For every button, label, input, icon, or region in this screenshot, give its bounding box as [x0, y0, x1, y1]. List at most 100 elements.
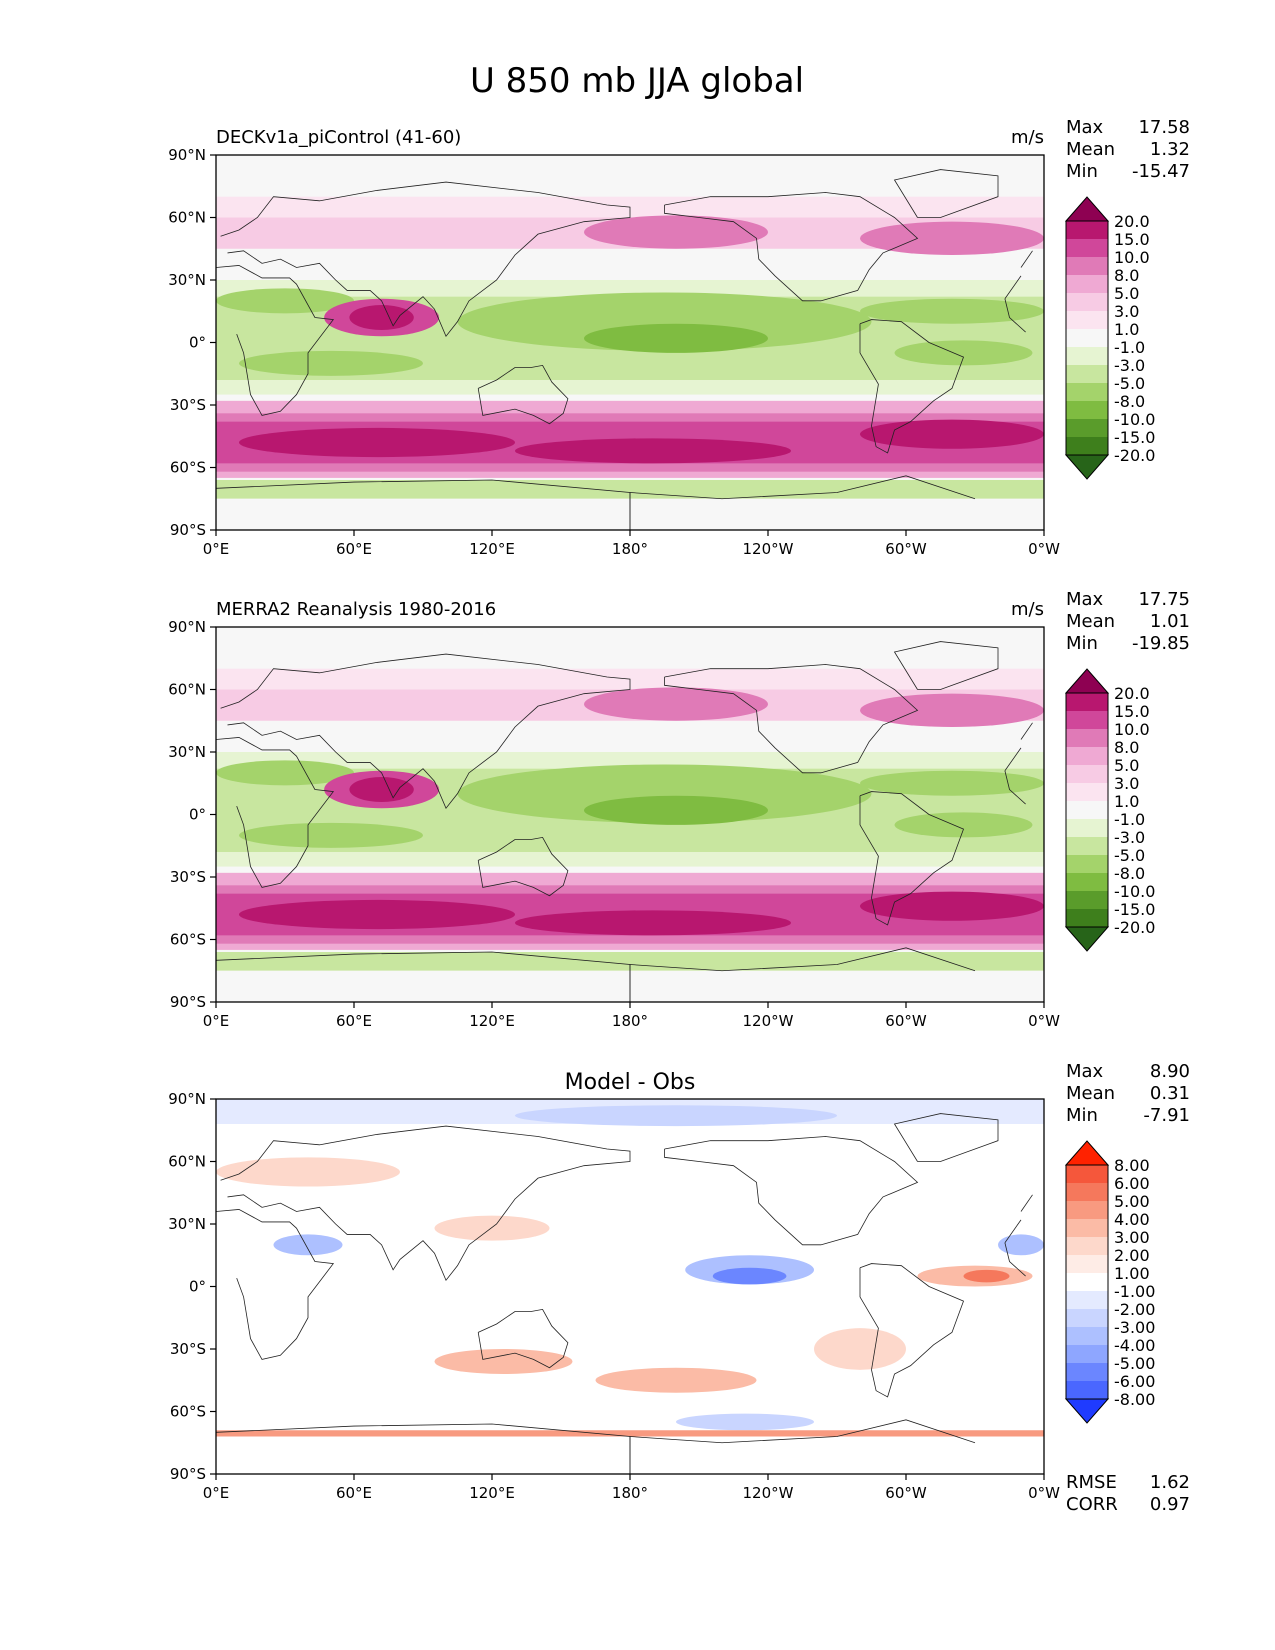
y-tick-label: 60°N	[168, 1153, 206, 1171]
x-tick-label: 120°E	[469, 1484, 515, 1502]
field-contour	[216, 1157, 400, 1187]
y-tick-label: 30°N	[168, 271, 206, 289]
coastline	[893, 169, 999, 218]
colorbar-segment	[1066, 711, 1108, 729]
y-tick-label: 60°N	[168, 209, 206, 227]
colorbar-level-label: 8.0	[1114, 738, 1139, 757]
field-band	[216, 627, 1044, 665]
colorbar-segment	[1066, 1237, 1108, 1255]
stat-value: -15.47	[1132, 161, 1190, 182]
colorbar: 8.006.005.004.003.002.001.00-1.00-2.00-3…	[1064, 1140, 1155, 1424]
stat-value: 17.75	[1138, 589, 1190, 610]
coastline	[1004, 275, 1022, 299]
field-contour	[216, 760, 354, 786]
colorbar-level-label: 8.00	[1114, 1156, 1150, 1175]
x-tick-label: 120°W	[743, 540, 794, 558]
colorbar-segment	[1066, 1273, 1108, 1291]
coastline	[216, 1209, 335, 1360]
colorbar-level-label: 3.0	[1114, 774, 1139, 793]
y-tick-label: 0°	[189, 806, 206, 824]
x-tick-label: 120°E	[469, 540, 515, 558]
colorbar-segment	[1066, 801, 1108, 819]
panels: 0°E 60°E 120°E 180° 120°W 60°W 0°W 90°N 60°N 30°N…	[168, 117, 1190, 1515]
colorbar-level-label: 15.0	[1114, 230, 1150, 249]
x-tick-label: 60°E	[336, 1012, 372, 1030]
y-tick-label: 30°N	[168, 1215, 206, 1233]
stat-value: -7.91	[1143, 1105, 1190, 1126]
colorbar-level-label: -20.0	[1114, 446, 1155, 465]
coastline	[220, 1125, 631, 1282]
colorbar-segment	[1066, 437, 1108, 455]
colorbar-level-label: -2.00	[1114, 1300, 1155, 1319]
x-tick-label: 120°E	[469, 1012, 515, 1030]
coastline	[1020, 1194, 1033, 1212]
x-tick-label: 0°W	[1028, 540, 1060, 558]
y-tick-label: 30°S	[170, 396, 206, 414]
y-tick-label: 90°S	[170, 993, 206, 1011]
field-contour	[894, 812, 1033, 838]
figure-title: U 850 mb JJA global	[470, 61, 804, 101]
colorbar-segment	[1066, 1327, 1108, 1345]
x-tick-label: 120°W	[743, 1012, 794, 1030]
coastline	[216, 265, 335, 416]
panel-obs: 0°E 60°E 120°E 180° 120°W 60°W 0°W 90°N 60°N 30°N…	[168, 589, 1190, 1030]
x-tick-label: 0°E	[203, 1012, 230, 1030]
colorbar-level-label: -5.00	[1114, 1354, 1155, 1373]
colorbar-segment	[1066, 873, 1108, 891]
field-contour	[239, 427, 515, 458]
field-contour	[216, 288, 354, 314]
colorbar-frame	[1065, 692, 1109, 928]
field-contour	[676, 1413, 814, 1431]
x-tick-label: 0°W	[1028, 1012, 1060, 1030]
coastline	[1004, 747, 1022, 771]
colorbar-level-label: 6.00	[1114, 1174, 1150, 1193]
stat-label: Min	[1066, 633, 1098, 654]
y-tick-label: 90°S	[170, 1465, 206, 1483]
coastline	[216, 1432, 631, 1474]
colorbar-segment	[1066, 365, 1108, 383]
colorbar-segment	[1066, 401, 1108, 419]
colorbar-level-label: 1.00	[1114, 1264, 1150, 1283]
colorbar-frame	[1065, 220, 1109, 456]
colorbar-segment	[1066, 891, 1108, 909]
coastline	[220, 653, 631, 810]
coastline	[1004, 298, 1026, 333]
coastline	[629, 475, 976, 500]
field-contour	[515, 1105, 837, 1127]
y-tick-label: 30°N	[168, 743, 206, 761]
colorbar-segment	[1066, 819, 1108, 837]
field-contour	[998, 1234, 1044, 1256]
stat-label: Max	[1066, 117, 1104, 138]
coastline	[1004, 1242, 1026, 1277]
colorbar-level-label: 20.0	[1114, 212, 1150, 231]
field-contour	[860, 693, 1044, 727]
x-tick-label: 180°	[612, 540, 648, 558]
coastline	[1004, 1219, 1022, 1243]
colorbar-frame	[1065, 1164, 1109, 1400]
colorbar-segment	[1066, 239, 1108, 257]
footer-stat-label: RMSE	[1066, 1472, 1117, 1493]
colorbar-level-label: 3.00	[1114, 1228, 1150, 1247]
y-tick-label: 30°S	[170, 868, 206, 886]
field-band	[216, 952, 1044, 971]
colorbar-segment	[1066, 329, 1108, 347]
x-tick-label: 60°E	[336, 540, 372, 558]
y-tick-label: 90°S	[170, 521, 206, 539]
field-contour	[515, 438, 791, 464]
units-label: m/s	[1011, 127, 1044, 148]
stat-value: 1.32	[1150, 139, 1190, 160]
field-band	[216, 155, 1044, 193]
field-contour	[434, 1215, 550, 1241]
colorbar-level-label: -3.0	[1114, 356, 1145, 375]
colorbar-segment	[1066, 783, 1108, 801]
colorbar-segment	[1066, 1363, 1108, 1381]
colorbar-segment	[1066, 837, 1108, 855]
coastline	[1020, 722, 1033, 740]
colorbar-level-label: -1.0	[1114, 810, 1145, 829]
coastline	[477, 364, 569, 425]
x-tick-label: 120°W	[743, 1484, 794, 1502]
colorbar-level-label: 10.0	[1114, 248, 1150, 267]
field-contour	[595, 1367, 757, 1393]
footer-stat-label: CORR	[1066, 1494, 1118, 1515]
panel-model: 0°E 60°E 120°E 180° 120°W 60°W 0°W 90°N 60°N 30°N…	[168, 117, 1190, 558]
